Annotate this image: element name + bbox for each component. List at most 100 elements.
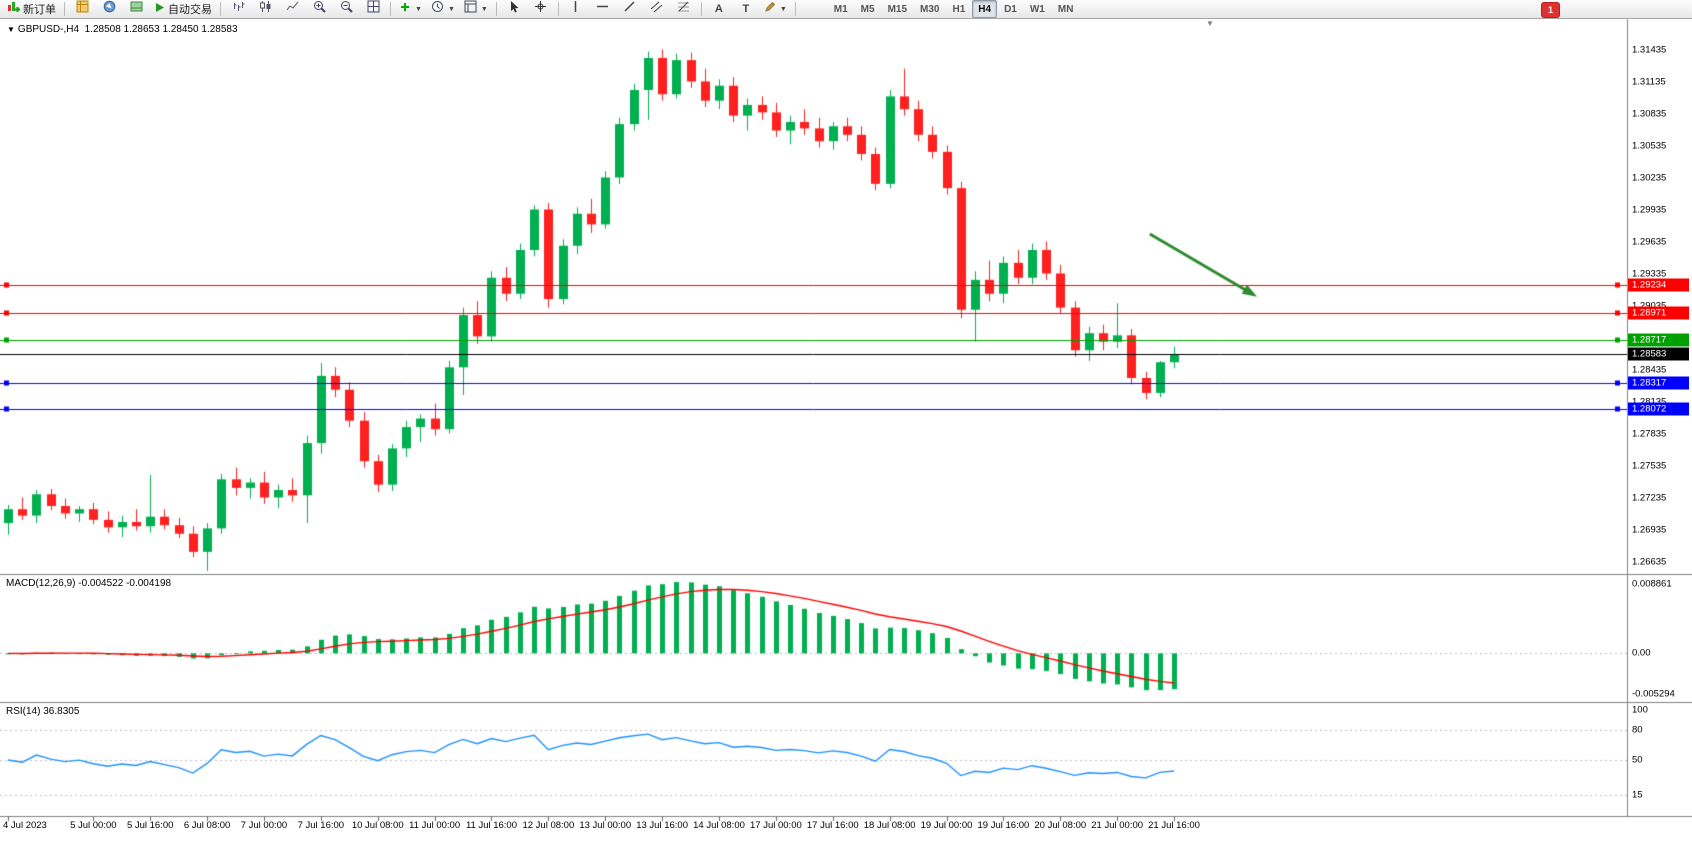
zoom-out-icon bbox=[340, 0, 353, 18]
crosshair-tool-button[interactable] bbox=[528, 0, 554, 19]
cursor-icon bbox=[508, 0, 520, 18]
price-axis-label: 1.27835 bbox=[1632, 428, 1667, 440]
timeframe-M30[interactable]: M30 bbox=[920, 3, 940, 15]
dropdown-arrow-icon: ▼ bbox=[480, 5, 488, 13]
market-watch-button[interactable] bbox=[69, 0, 95, 19]
autotrade-play-icon bbox=[154, 0, 165, 18]
time-axis-label: 17 Jul 00:00 bbox=[749, 820, 802, 831]
new-order-label: 新订单 bbox=[23, 4, 56, 16]
horizontal-line-icon bbox=[596, 0, 609, 18]
line-chart-button[interactable] bbox=[279, 0, 305, 19]
time-axis-label: 5 Jul 00:00 bbox=[70, 820, 117, 831]
price-axis-label: 1.29035 bbox=[1632, 301, 1666, 312]
toolbar-separator bbox=[700, 2, 702, 16]
navigator-icon bbox=[103, 0, 116, 18]
cursor-tool-button[interactable] bbox=[501, 0, 527, 19]
text-tool-button[interactable]: A bbox=[706, 0, 732, 19]
time-axis-label: 11 Jul 16:00 bbox=[465, 820, 517, 831]
time-axis-label: 17 Jul 16:00 bbox=[806, 820, 859, 831]
autotrade-button[interactable]: 自动交易 bbox=[150, 0, 216, 19]
fibonacci-tool-button[interactable] bbox=[671, 0, 697, 19]
zoom-in-button[interactable] bbox=[306, 0, 332, 19]
price-axis-label: 1.28135 bbox=[1632, 397, 1666, 408]
time-axis-label: 18 Jul 08:00 bbox=[863, 820, 916, 831]
price-axis-label: 1.28435 bbox=[1632, 364, 1667, 376]
time-axis-label: 12 Jul 08:00 bbox=[522, 820, 575, 831]
level-price-tag: 1.29234 bbox=[1628, 278, 1689, 292]
timeframe-M5[interactable]: M5 bbox=[860, 3, 875, 15]
symbol-dropdown-icon[interactable]: ▼ bbox=[7, 25, 15, 34]
timeframe-M15[interactable]: M15 bbox=[887, 3, 908, 15]
new-order-icon bbox=[7, 0, 20, 18]
navigator-button[interactable] bbox=[96, 0, 122, 19]
level-price-tag: 1.28072 bbox=[1628, 402, 1689, 416]
terminal-button[interactable] bbox=[123, 0, 149, 19]
price-axis-label: 1.29635 bbox=[1632, 236, 1667, 248]
time-axis-label: 13 Jul 16:00 bbox=[636, 820, 688, 831]
timeframe-H1[interactable]: H1 bbox=[952, 3, 966, 15]
time-axis-label: 7 Jul 16:00 bbox=[297, 820, 345, 831]
rsi-axis-label: 80 bbox=[1632, 724, 1643, 736]
terminal-icon bbox=[130, 0, 143, 18]
toolbar-separator bbox=[220, 2, 221, 16]
chart-title: ▼ GBPUSD-,H4 1.28508 1.28653 1.28450 1.28… bbox=[7, 24, 238, 35]
shapes-tool-button[interactable]: ▼ bbox=[760, 0, 791, 19]
market-watch-icon bbox=[76, 0, 89, 18]
chart-shift-marker[interactable]: ▼ bbox=[1206, 19, 1214, 28]
horizontal-line-tool-button[interactable] bbox=[590, 0, 616, 19]
macd-axis-label: 0.008861 bbox=[1632, 578, 1672, 590]
templates-icon bbox=[464, 0, 477, 18]
price-axis-label: 1.27535 bbox=[1632, 460, 1667, 472]
ohlc-values: 1.28508 1.28653 1.28450 1.28583 bbox=[84, 24, 238, 35]
dropdown-arrow-icon: ▼ bbox=[779, 5, 787, 13]
timeframe-D1[interactable]: D1 bbox=[1004, 3, 1017, 15]
bar-chart-button[interactable] bbox=[225, 0, 251, 19]
templates-button[interactable]: ▼ bbox=[460, 0, 492, 19]
crosshair-icon bbox=[534, 0, 547, 18]
toolbar-separator bbox=[557, 2, 559, 16]
trendline-tool-button[interactable] bbox=[617, 0, 643, 19]
channel-tool-button[interactable] bbox=[644, 0, 670, 19]
time-axis-label: 5 Jul 16:00 bbox=[126, 820, 174, 831]
rsi-axis-label: 100 bbox=[1632, 704, 1648, 716]
fibonacci-icon bbox=[677, 0, 690, 18]
time-axis-label: 11 Jul 00:00 bbox=[409, 820, 461, 831]
zoom-out-button[interactable] bbox=[333, 0, 359, 19]
zoom-in-icon bbox=[313, 0, 326, 18]
time-axis-label: 19 Jul 16:00 bbox=[977, 820, 1030, 831]
clock-icon bbox=[431, 0, 444, 18]
toolbar-separator bbox=[64, 2, 65, 16]
candlestick-chart-button[interactable] bbox=[252, 0, 278, 19]
time-axis[interactable]: 4 Jul 2023 5 Jul 00:00 5 Jul 16:00 6 Jul 08… bbox=[0, 818, 1692, 845]
candlestick-chart-icon bbox=[259, 0, 272, 18]
vertical-line-tool-button[interactable] bbox=[563, 0, 589, 19]
toolbar-separator bbox=[390, 2, 391, 16]
price-axis-label: 1.30235 bbox=[1632, 172, 1667, 184]
rsi-label: RSI(14) 36.8305 bbox=[6, 706, 80, 717]
timeframe-H4[interactable]: H4 bbox=[972, 0, 998, 18]
time-axis-label: 20 Jul 08:00 bbox=[1034, 820, 1087, 831]
macd-axis-label: 0.00 bbox=[1632, 647, 1651, 659]
notification-badge[interactable]: 1 bbox=[1541, 2, 1560, 18]
indicators-button[interactable]: ▼ bbox=[395, 0, 426, 19]
label-tool-button[interactable]: T bbox=[733, 0, 759, 19]
periods-button[interactable]: ▼ bbox=[427, 0, 459, 19]
indicators-icon bbox=[399, 0, 411, 18]
new-order-button[interactable]: 新订单 bbox=[3, 0, 60, 19]
symbol-period-label: GBPUSD-,H4 bbox=[17, 24, 80, 35]
timeframe-toolbar: M1 M5 M15 M30 H1 H4 D1 W1 MN bbox=[828, 0, 1080, 18]
macd-axis-label: -0.005294 bbox=[1632, 688, 1675, 700]
tile-windows-icon bbox=[367, 0, 380, 18]
tile-windows-button[interactable] bbox=[360, 0, 386, 19]
time-axis-label: 7 Jul 00:00 bbox=[240, 820, 288, 831]
text-tool-icon: A bbox=[714, 2, 723, 15]
toolbar-separator bbox=[495, 2, 497, 16]
timeframe-MN[interactable]: MN bbox=[1057, 3, 1074, 15]
timeframe-W1[interactable]: W1 bbox=[1029, 3, 1045, 15]
time-axis-label: 10 Jul 08:00 bbox=[351, 820, 404, 831]
line-chart-icon bbox=[286, 0, 299, 18]
price-axis-label: 1.31135 bbox=[1632, 76, 1666, 88]
timeframe-M1[interactable]: M1 bbox=[833, 3, 848, 15]
level-price-tag: 1.28717 bbox=[1628, 333, 1689, 347]
